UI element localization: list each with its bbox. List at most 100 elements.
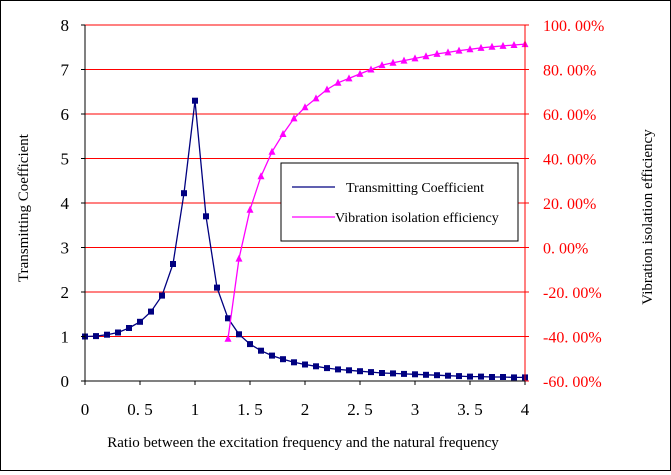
data-point: [324, 365, 330, 372]
data-point: [489, 374, 495, 380]
y-tick-label: 8: [61, 16, 70, 35]
data-point: [290, 114, 298, 122]
legend: Transmitting Coefficient Vibration isola…: [280, 162, 519, 242]
legend-label-isolation: Vibration isolation efficiency: [335, 211, 499, 226]
data-point: [93, 333, 99, 340]
data-point: [246, 205, 254, 213]
y2-tick-label: 100. 00%: [543, 18, 604, 35]
data-point: [159, 292, 165, 299]
y2-tick-label: 40. 00%: [543, 152, 596, 169]
data-point: [115, 329, 121, 336]
data-point: [214, 284, 220, 291]
x-tick-label: 2: [301, 400, 310, 419]
data-point: [170, 261, 176, 267]
data-point: [368, 369, 374, 376]
right-y-axis-label: Vibration isolation efficiency: [640, 129, 656, 305]
y-tick-label: 7: [61, 61, 70, 80]
data-point: [312, 94, 320, 102]
y2-tick-label: 60. 00%: [543, 107, 596, 124]
data-point: [334, 78, 342, 86]
left-y-axis-label: Transmitting Coefficient: [16, 133, 32, 282]
x-axis-label: Ratio between the excitation frequency a…: [107, 435, 499, 451]
data-point: [235, 254, 243, 262]
data-point: [379, 370, 385, 376]
y-tick-label: 6: [61, 105, 70, 124]
tick-labels: 0 1 2 3 4 5 6 7 8 -60. 00% -40. 00% -20. 00% 0. 00% 2…: [61, 16, 605, 419]
x-tick-label: 1. 5: [237, 400, 263, 419]
data-point: [323, 85, 331, 93]
data-point: [478, 373, 484, 380]
data-point: [280, 356, 286, 363]
data-point: [345, 74, 353, 82]
data-point: [389, 58, 397, 66]
data-point: [500, 374, 506, 380]
data-point: [225, 315, 231, 322]
y2-tick-label: -60. 00%: [543, 374, 602, 391]
data-point: [511, 374, 517, 381]
legend-label-transmitting: Transmitting Coefficient: [346, 181, 484, 196]
data-point: [411, 54, 419, 62]
data-point: [444, 48, 452, 56]
x-tick-label: 3. 5: [457, 400, 483, 419]
data-point: [335, 366, 341, 373]
data-point: [203, 213, 209, 220]
data-point: [192, 97, 198, 104]
x-tick-label: 4: [521, 400, 530, 419]
y-tick-label: 3: [61, 239, 70, 258]
data-point: [258, 347, 264, 354]
y2-tick-label: 20. 00%: [543, 196, 596, 213]
data-point: [401, 370, 407, 377]
data-point: [445, 372, 451, 379]
series-line: [227, 43, 526, 339]
y2-tick-label: -20. 00%: [543, 285, 602, 302]
data-point: [268, 147, 276, 155]
data-point: [423, 371, 429, 378]
y2-tick-label: 80. 00%: [543, 63, 596, 80]
series-layer: [82, 40, 529, 381]
x-tick-label: 1: [191, 400, 200, 419]
y2-tick-label: -40. 00%: [543, 330, 602, 347]
data-point: [301, 103, 309, 111]
data-point: [456, 373, 462, 380]
grid: [85, 24, 525, 337]
data-point: [126, 325, 132, 331]
data-point: [510, 41, 518, 48]
data-point: [357, 368, 363, 375]
y2-tick-label: 0. 00%: [543, 241, 588, 258]
data-point: [400, 56, 408, 64]
data-point: [467, 373, 473, 380]
data-point: [488, 42, 496, 50]
data-point: [279, 130, 287, 137]
data-point: [455, 46, 463, 54]
y-tick-label: 5: [61, 150, 70, 169]
data-point: [390, 370, 396, 377]
data-point: [137, 318, 143, 325]
x-tick-label: 0. 5: [127, 400, 153, 419]
data-point: [247, 341, 253, 348]
data-point: [302, 361, 308, 368]
data-point: [346, 367, 352, 374]
data-point: [291, 359, 297, 366]
x-tick-label: 3: [411, 400, 420, 419]
data-point: [104, 331, 110, 338]
data-point: [499, 41, 507, 49]
x-tick-label: 2. 5: [347, 400, 373, 419]
y-tick-label: 2: [61, 283, 70, 302]
legend-box: [280, 162, 519, 242]
data-point: [466, 45, 474, 53]
data-point: [236, 331, 242, 338]
y-tick-label: 1: [61, 328, 70, 347]
data-point: [356, 69, 364, 77]
x-tick-label: 0: [81, 400, 90, 419]
data-point: [412, 371, 418, 378]
data-point: [378, 61, 386, 69]
data-point: [433, 49, 441, 57]
data-point: [148, 308, 154, 315]
data-point: [367, 65, 375, 73]
series-vibration-isolation: [224, 40, 529, 342]
data-point: [434, 372, 440, 379]
data-point: [313, 363, 319, 370]
series-transmitting-coefficient: [82, 97, 528, 381]
